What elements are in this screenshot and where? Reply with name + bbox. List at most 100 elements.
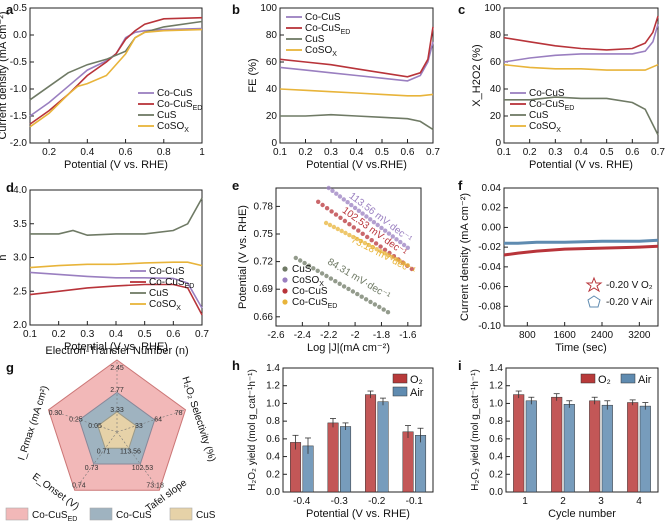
y-tick-label: 1.2	[489, 381, 503, 392]
bar	[627, 402, 639, 493]
y-tick-label: 60	[490, 57, 502, 68]
data-point	[356, 208, 362, 213]
data-point	[330, 188, 335, 193]
data-point	[401, 261, 407, 266]
x-tick-label: 0.7	[651, 147, 665, 158]
data-point	[360, 231, 365, 236]
legend-label: Co-CuSED	[32, 510, 77, 523]
x-tick-label: 0.4	[109, 329, 123, 340]
data-point	[334, 191, 339, 196]
legend-label: -0.20 V Air	[606, 297, 653, 308]
y-tick-label: -0.5	[10, 57, 28, 68]
series-line	[279, 41, 434, 82]
data-point	[377, 304, 382, 310]
legend-label: O₂	[598, 374, 611, 386]
radar-spoke	[48, 409, 118, 433]
panel-c: 0.1 0.2 0.3 0.4 0.5 0.6 0.7 0 20 40 60 80 100 Potenti…	[458, 2, 665, 171]
legend-label: Co-CuS	[529, 88, 565, 99]
radar-spoke	[116, 409, 186, 433]
y-tick-label: 1.2	[266, 381, 280, 392]
data-point	[378, 249, 383, 254]
data-point	[378, 244, 383, 249]
data-point	[390, 255, 395, 260]
x-axis-label: Potential (V vs. RHE)	[306, 508, 410, 520]
legend-swatch	[5, 507, 29, 521]
data-point	[338, 215, 343, 220]
x-tick-label: -2.4	[294, 330, 312, 341]
legend-label: Co-CuS	[305, 12, 341, 23]
data-point	[328, 276, 334, 281]
y-tick-label: 0.0	[266, 487, 280, 498]
bar	[290, 442, 302, 493]
bar	[365, 394, 377, 493]
legend-label: CuS	[292, 264, 312, 275]
data-point	[298, 258, 303, 263]
y-tick-label: 0.6	[489, 434, 503, 445]
legend-label: CoSOX	[149, 299, 181, 312]
legend-label: Co-CuSED	[157, 99, 202, 112]
panel-label: d	[6, 180, 14, 195]
legend-label: Co-CuSED	[305, 23, 350, 36]
pentagon-icon	[587, 295, 601, 308]
legend-label: O₂	[410, 374, 423, 386]
data-point	[337, 281, 342, 286]
legend-label: Co-CuSED	[529, 99, 574, 112]
bar	[639, 405, 651, 493]
legend-label: Co-CuS	[116, 510, 152, 521]
radar-value-label: 64	[154, 417, 162, 424]
radar-value-label: 0.25	[69, 417, 83, 424]
x-tick-label: -0.3	[331, 496, 349, 507]
series-line	[503, 244, 659, 257]
series-line	[503, 63, 659, 71]
x-tick-label: -1.8	[373, 330, 391, 341]
x-tick-label: 0.6	[166, 329, 180, 340]
legend-swatch	[282, 277, 288, 283]
y-tick-label: 0	[271, 138, 277, 149]
data-point	[379, 225, 384, 231]
y-tick-label: -0.04	[478, 262, 501, 273]
bar	[513, 394, 525, 493]
data-point	[364, 214, 369, 219]
data-point	[401, 242, 407, 248]
bar	[589, 400, 601, 493]
radar-value-label: 0.30	[49, 410, 63, 417]
x-tick-label: 0.3	[548, 147, 562, 158]
legend-swatch	[580, 373, 596, 384]
panel-f: 800 1600 2400 3200 0.04 0.02 0.00 -0.02 -0.04 -0.…	[458, 178, 659, 354]
data-point	[352, 205, 358, 211]
x-axis-label: Potential (V vs. RHE)	[64, 159, 168, 171]
series-line	[30, 197, 203, 237]
series-line	[504, 96, 659, 136]
bar	[340, 426, 352, 493]
legend-label: -0.20 V O₂	[606, 280, 653, 291]
x-tick-label: 2	[560, 496, 566, 507]
y-axis-label: Current density (mA cm⁻²)	[459, 193, 471, 321]
data-point	[370, 244, 375, 250]
y-tick-label: 0.75	[254, 229, 274, 240]
y-tick-label: 0.00	[482, 222, 502, 233]
x-tick-label: 1600	[554, 330, 577, 341]
y-tick-label: 40	[490, 84, 502, 95]
data-point	[369, 238, 374, 243]
y-tick-label: 100	[484, 3, 501, 14]
x-tick-label: 1	[199, 147, 205, 158]
legend-swatch	[89, 507, 113, 521]
series-line	[29, 20, 203, 101]
data-point	[368, 217, 373, 222]
data-point	[341, 284, 347, 289]
x-axis-label: Potential (V vs. RHE)	[529, 159, 633, 171]
y-tick-label: 0.6	[266, 434, 280, 445]
data-point	[343, 230, 348, 236]
legend-label: CoSOX	[305, 45, 337, 58]
series-line	[280, 113, 434, 131]
y-axis-label: n	[0, 254, 9, 260]
series-line	[504, 238, 659, 245]
data-point	[335, 226, 340, 232]
data-point	[381, 307, 386, 312]
y-tick-label: 1.4	[489, 363, 503, 374]
data-point	[349, 202, 354, 208]
legend-swatch	[392, 373, 408, 384]
radar-value-label: 2.45	[110, 365, 124, 372]
x-tick-label: 0.4	[80, 147, 94, 158]
